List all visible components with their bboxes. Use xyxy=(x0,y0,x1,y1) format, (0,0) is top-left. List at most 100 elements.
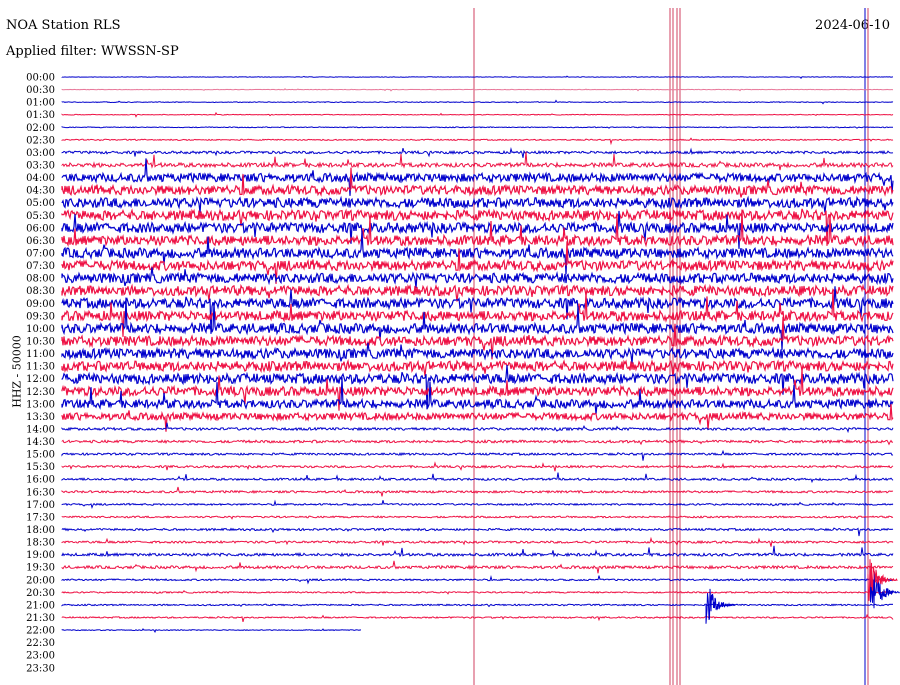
row-time-label: 09:00 xyxy=(26,299,55,310)
row-time-label: 10:30 xyxy=(26,336,55,347)
trace-row xyxy=(61,545,894,558)
trace-row xyxy=(61,147,894,158)
trace-row xyxy=(61,486,894,497)
trace-row xyxy=(61,603,894,608)
filter-label: Applied filter: WWSSN-SP xyxy=(6,44,179,59)
row-time-label: 00:00 xyxy=(26,73,55,84)
row-time-label: 18:00 xyxy=(26,525,55,536)
row-time-label: 03:00 xyxy=(26,148,55,159)
trace-row xyxy=(61,369,894,411)
trace-row xyxy=(61,99,894,105)
row-time-label: 09:30 xyxy=(26,311,55,322)
trace-row xyxy=(61,111,894,118)
trace-row xyxy=(61,613,894,623)
row-time-label: 15:30 xyxy=(26,462,55,473)
trace-row xyxy=(61,560,894,574)
row-time-label: 13:00 xyxy=(26,399,55,410)
row-time-label: 20:00 xyxy=(26,575,55,586)
row-time-label: 22:30 xyxy=(26,638,55,649)
row-time-label: 16:00 xyxy=(26,475,55,486)
trace-row xyxy=(61,195,894,213)
row-time-label: 14:30 xyxy=(26,437,55,448)
row-time-label: 01:00 xyxy=(26,98,55,109)
row-time-label: 04:00 xyxy=(26,173,55,184)
row-time-label: 20:30 xyxy=(26,588,55,599)
row-time-label: 10:00 xyxy=(26,324,55,335)
trace-row xyxy=(61,75,894,79)
row-time-label: 21:00 xyxy=(26,600,55,611)
row-time-label: 16:30 xyxy=(26,487,55,498)
row-time-label: 07:00 xyxy=(26,248,55,259)
row-time-label: 11:30 xyxy=(26,362,55,373)
trace-row xyxy=(61,472,894,484)
trace-row xyxy=(61,126,893,129)
trace-row xyxy=(61,439,894,446)
station-title: NOA Station RLS xyxy=(6,18,121,33)
trace-row xyxy=(61,297,894,350)
trace-row xyxy=(61,283,894,302)
earthquake-event xyxy=(705,588,736,624)
row-time-label: 06:30 xyxy=(26,236,55,247)
row-time-label: 22:00 xyxy=(26,626,55,637)
trace-row xyxy=(61,210,894,249)
row-time-label: 12:30 xyxy=(26,387,55,398)
row-time-label: 05:30 xyxy=(26,211,55,222)
earthquake-event xyxy=(867,559,898,601)
row-time-label: 23:30 xyxy=(26,663,55,674)
row-time-label: 11:00 xyxy=(26,349,55,360)
trace-row xyxy=(61,422,894,434)
row-time-label: 17:00 xyxy=(26,500,55,511)
row-time-label: 03:30 xyxy=(26,160,55,171)
row-time-label: 02:30 xyxy=(26,135,55,146)
trace-row xyxy=(61,208,894,246)
trace-row xyxy=(61,167,894,198)
row-time-label: 13:30 xyxy=(26,412,55,423)
row-time-label: 12:00 xyxy=(26,374,55,385)
row-time-label: 23:00 xyxy=(26,651,55,662)
row-time-label: 08:00 xyxy=(26,274,55,285)
row-time-label: 00:30 xyxy=(26,85,55,96)
row-time-label: 15:00 xyxy=(26,450,55,461)
trace-row xyxy=(61,499,894,510)
trace-row xyxy=(61,628,362,633)
trace-row xyxy=(61,137,894,146)
trace-row xyxy=(61,449,894,461)
row-time-label: 06:00 xyxy=(26,223,55,234)
row-time-label: 04:30 xyxy=(26,186,55,197)
trace-row xyxy=(61,158,894,196)
trace-row xyxy=(61,230,894,275)
trace-row xyxy=(61,590,894,595)
row-time-label: 07:30 xyxy=(26,261,55,272)
row-time-label: 08:30 xyxy=(26,286,55,297)
row-time-label: 02:00 xyxy=(26,123,55,134)
trace-row xyxy=(61,358,894,378)
row-time-label: 19:30 xyxy=(26,563,55,574)
trace-row xyxy=(61,377,894,415)
trace-row xyxy=(61,404,894,432)
trace-row xyxy=(61,515,894,520)
trace-row xyxy=(61,286,894,334)
row-time-label: 19:00 xyxy=(26,550,55,561)
row-time-label: 18:30 xyxy=(26,538,55,549)
trace-row xyxy=(61,536,894,547)
trace-row xyxy=(61,364,894,410)
trace-row xyxy=(61,88,894,92)
row-time-label: 14:00 xyxy=(26,424,55,435)
trace-row xyxy=(61,267,894,289)
trace-row xyxy=(61,241,894,284)
trace-row xyxy=(61,209,894,248)
trace-row xyxy=(61,316,894,360)
row-time-label: 21:30 xyxy=(26,613,55,624)
trace-row xyxy=(61,342,894,364)
trace-row xyxy=(61,290,894,337)
row-time-label: 01:30 xyxy=(26,110,55,121)
date-label: 2024-06-10 xyxy=(815,18,890,33)
row-time-label: 05:00 xyxy=(26,198,55,209)
trace-row xyxy=(61,575,894,585)
trace-row xyxy=(61,151,894,171)
trace-row xyxy=(61,527,894,537)
trace-row xyxy=(61,461,894,472)
row-time-label: 17:30 xyxy=(26,512,55,523)
